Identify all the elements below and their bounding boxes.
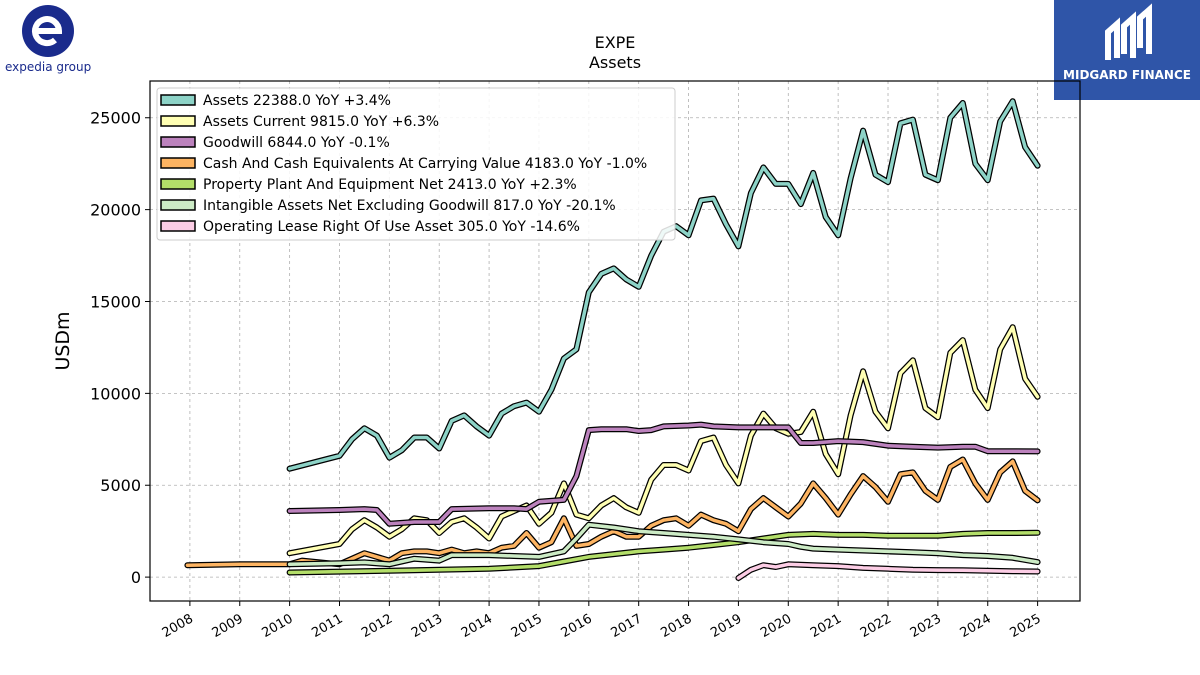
y-tick-label: 0 [131, 568, 141, 587]
x-axis-ticks: 2008 2009 2010 2011 2012 2013 2014 2015 2016 2017… [160, 601, 1044, 641]
y-tick-label: 5000 [100, 476, 141, 495]
plot-frame [149, 80, 1081, 602]
x-tick-label: 2023 [908, 611, 944, 641]
chart-title: EXPE [595, 33, 636, 52]
x-tick-label: 2018 [658, 611, 694, 641]
midgard-logo-text: MIDGARD FINANCE [1063, 68, 1191, 82]
expedia-logo-icon [22, 5, 74, 57]
legend-label: Operating Lease Right Of Use Asset 305.0… [203, 219, 580, 235]
y-axis-ticks: 0 5000 10000 15000 20000 25000 [90, 109, 150, 587]
y-tick-label: 20000 [90, 201, 141, 220]
series-line [287, 422, 1040, 526]
chart-subtitle: Assets [589, 53, 641, 72]
legend-label: Assets Current 9815.0 YoY +6.3% [203, 114, 439, 130]
series-outline [286, 421, 1041, 527]
series-line [287, 531, 1040, 575]
x-tick-label: 2021 [808, 611, 844, 641]
series-line [287, 325, 1040, 555]
legend-label: Cash And Cash Equivalents At Carrying Va… [203, 156, 647, 172]
midgard-logo-icon [1105, 3, 1152, 60]
x-tick-label: 2022 [858, 611, 894, 641]
x-tick-label: 2012 [359, 611, 395, 641]
y-tick-label: 15000 [90, 292, 141, 311]
x-tick-label: 2015 [509, 611, 545, 641]
y-axis-label: USDm [52, 311, 74, 370]
legend: Assets 22388.0 YoY +3.4% Assets Current 9… [156, 87, 676, 241]
legend-swatch [160, 136, 196, 148]
x-tick-label: 2011 [309, 611, 345, 641]
legend-label: Intangible Assets Net Excluding Goodwill… [203, 198, 616, 214]
legend-box [156, 87, 676, 241]
y-tick-label: 25000 [90, 109, 141, 128]
legend-swatch [160, 94, 196, 106]
expedia-group-logo: expedia group [0, 0, 110, 85]
x-tick-label: 2008 [160, 611, 196, 641]
midgard-finance-logo: MIDGARD FINANCE [1054, 0, 1200, 100]
series-line [736, 562, 1040, 580]
x-tick-label: 2010 [259, 611, 295, 641]
x-tick-label: 2017 [609, 611, 645, 641]
expedia-logo-text: expedia group [5, 60, 92, 74]
legend-swatch [160, 178, 196, 190]
x-tick-label: 2025 [1007, 611, 1043, 641]
x-tick-label: 2014 [459, 611, 495, 641]
series-line [287, 522, 1040, 567]
x-tick-label: 2020 [758, 611, 794, 641]
legend-label: Property Plant And Equipment Net 2413.0 … [203, 177, 577, 193]
x-tick-label: 2016 [559, 611, 595, 641]
x-tick-label: 2019 [708, 611, 744, 641]
x-tick-label: 2024 [958, 611, 994, 641]
series-line [287, 99, 1040, 471]
series-lines [184, 98, 1041, 581]
legend-swatch [160, 220, 196, 232]
x-tick-label: 2013 [409, 611, 445, 641]
legend-label: Assets 22388.0 YoY +3.4% [203, 93, 391, 109]
legend-swatch [160, 199, 196, 211]
y-tick-label: 10000 [90, 384, 141, 403]
legend-label: Goodwill 6844.0 YoY -0.1% [203, 135, 390, 151]
legend-swatch [160, 157, 196, 169]
series-line [185, 457, 1040, 567]
legend-swatch [160, 115, 196, 127]
x-tick-label: 2009 [210, 611, 246, 641]
